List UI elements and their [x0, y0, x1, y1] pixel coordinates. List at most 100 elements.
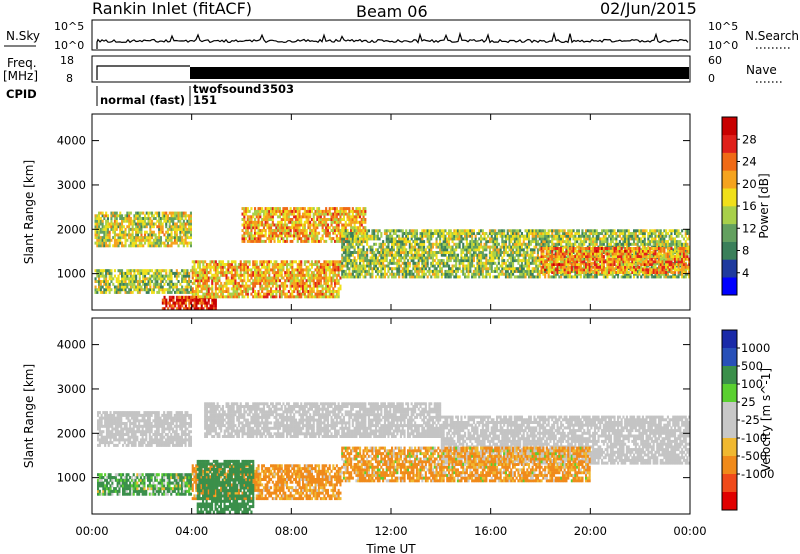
power-cell	[437, 242, 440, 246]
power-cell	[106, 222, 109, 226]
power-cell	[122, 280, 125, 283]
power-cell	[246, 279, 249, 283]
power-cell	[293, 209, 296, 213]
power-cell	[501, 272, 504, 276]
power-cell	[115, 233, 118, 237]
power-cell	[334, 279, 337, 283]
power-cell	[200, 298, 203, 302]
power-cell	[103, 227, 106, 231]
power-cell	[294, 223, 297, 227]
power-cell	[574, 272, 577, 276]
power-cell	[312, 220, 315, 224]
power-cell	[236, 273, 239, 277]
power-cell	[620, 229, 623, 233]
power-cell	[334, 273, 337, 277]
power-cell	[593, 272, 596, 276]
power-cell	[526, 264, 529, 268]
power-cell	[344, 220, 347, 224]
power-cell	[357, 220, 360, 224]
power-cell	[122, 233, 125, 237]
power-cell	[227, 271, 230, 275]
power-cell	[531, 237, 534, 241]
power-cell	[261, 271, 264, 275]
power-cell	[615, 242, 618, 246]
power-cell	[312, 207, 315, 211]
power-cell	[188, 219, 191, 223]
power-cell	[287, 273, 290, 277]
power-cell	[392, 232, 395, 235]
power-cell	[293, 223, 296, 227]
power-cell	[241, 237, 244, 241]
power-cell	[488, 237, 491, 241]
power-cell	[380, 259, 383, 263]
power-cell	[151, 280, 154, 283]
power-cell	[296, 209, 299, 213]
power-cell	[526, 259, 529, 263]
power-cell	[351, 234, 354, 238]
power-cell	[360, 234, 363, 238]
power-cell	[618, 234, 621, 238]
power-cell	[294, 207, 297, 211]
power-cell	[540, 234, 543, 238]
power-cell	[449, 256, 452, 260]
power-cell	[158, 285, 161, 289]
power-cell	[334, 260, 337, 264]
power-cell	[262, 223, 265, 227]
power-cell	[494, 261, 497, 265]
power-cell	[230, 263, 233, 266]
power-cell	[170, 282, 173, 286]
power-cell	[126, 217, 129, 220]
power-cell	[179, 295, 182, 299]
power-cell	[325, 295, 328, 299]
power-cell	[300, 273, 303, 277]
power-cell	[474, 267, 477, 271]
power-cell	[101, 222, 104, 226]
power-cell	[433, 275, 436, 279]
power-cell	[214, 271, 217, 275]
power-cell	[359, 215, 362, 219]
power-cell	[318, 292, 321, 296]
power-cell	[364, 275, 367, 279]
power-cell	[115, 225, 118, 229]
freq-label-1: Freq.	[7, 56, 37, 70]
power-cell	[124, 282, 127, 286]
power-cell	[270, 292, 273, 296]
power-cell	[250, 231, 253, 235]
power-cell	[453, 259, 456, 263]
power-cell	[314, 284, 317, 288]
power-cell	[460, 251, 463, 254]
power-cell	[197, 298, 200, 302]
power-cell	[112, 227, 115, 231]
power-cell	[144, 282, 147, 286]
power-cell	[476, 261, 479, 265]
power-cell	[264, 218, 267, 221]
power-cell	[407, 261, 410, 265]
power-cell	[494, 269, 497, 273]
power-cell	[287, 220, 290, 224]
power-cell	[373, 253, 376, 257]
power-cell	[378, 261, 381, 265]
power-cell	[508, 234, 511, 238]
power-cell	[261, 279, 264, 283]
power-cell	[117, 236, 120, 240]
power-cell	[490, 269, 493, 273]
power-cell	[234, 268, 237, 272]
power-cell	[305, 279, 308, 283]
power-cell	[335, 223, 338, 227]
power-cell	[456, 237, 459, 241]
power-cell	[499, 264, 502, 268]
power-cell	[138, 280, 141, 283]
power-cell	[179, 290, 182, 294]
power-cell	[531, 248, 534, 252]
power-cell	[144, 280, 147, 283]
power-cell	[248, 218, 251, 221]
power-cell	[204, 271, 207, 275]
power-cell	[168, 269, 171, 273]
power-cell	[517, 245, 520, 249]
power-cell	[177, 225, 180, 229]
power-cell	[326, 265, 329, 269]
power-cell	[175, 227, 178, 231]
power-cell	[604, 272, 607, 276]
power-cell	[512, 245, 515, 249]
power-cell	[156, 225, 159, 229]
